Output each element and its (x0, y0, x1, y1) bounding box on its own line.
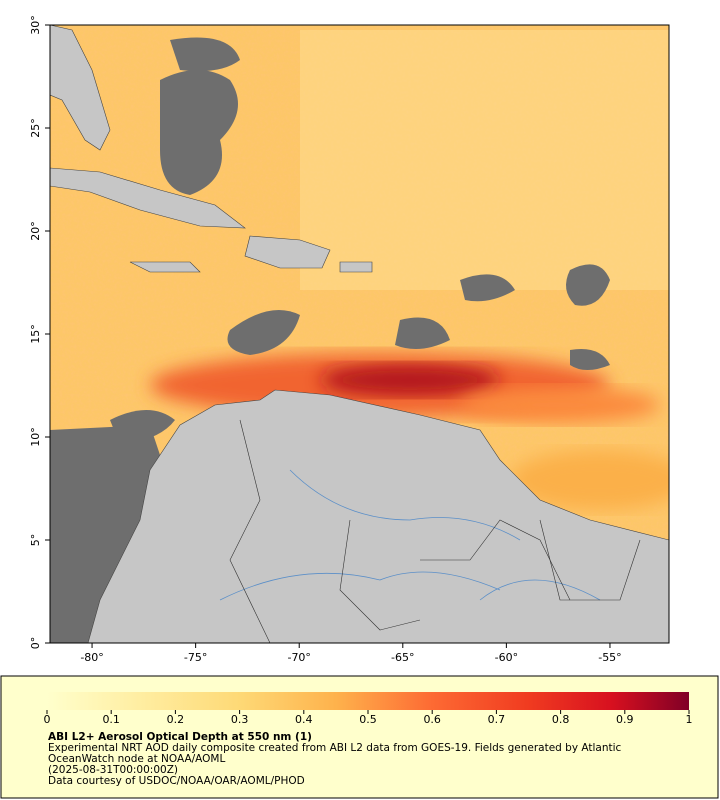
y-tick-label: 5° (29, 534, 42, 547)
colorbar (47, 692, 689, 710)
colorbar-tick-label: 0.3 (231, 713, 249, 726)
colorbar-tick-label: 0.2 (167, 713, 185, 726)
y-tick-label: 10° (29, 427, 42, 447)
colorbar-tick-label: 0.4 (295, 713, 313, 726)
x-tick-label: -60° (495, 651, 518, 664)
colorbar-tick-label: 1 (686, 713, 693, 726)
x-tick-label: -75° (184, 651, 207, 664)
colorbar-tick-label: 0.5 (359, 713, 377, 726)
colorbar-tick-label: 0.1 (102, 713, 120, 726)
caption-description: Experimental NRT AOD daily composite cre… (48, 742, 622, 765)
x-tick-label: -65° (391, 651, 414, 664)
caption-credit: Data courtesy of USDOC/NOAA/OAR/AOML/PHO… (48, 775, 305, 787)
caption-date: (2025-08-31T00:00:00Z) (48, 764, 178, 776)
colorbar-tick-label: 0.6 (423, 713, 441, 726)
map-image (50, 25, 669, 643)
caption: ABI L2+ Aerosol Optical Depth at 550 nm … (48, 732, 688, 787)
colorbar-tick-label: 0.8 (552, 713, 570, 726)
x-tick-label: -55° (598, 651, 621, 664)
y-tick-label: 20° (29, 221, 42, 241)
y-tick-label: 0° (29, 637, 42, 650)
axes: -80° -75° -70° -65° -60° -55° 0° 5° 10° 15° 20° 25°… (29, 15, 622, 664)
colorbar-tick-label: 0.9 (616, 713, 634, 726)
y-tick-label: 30° (29, 15, 42, 35)
colorbar-tick-label: 0.7 (488, 713, 506, 726)
colorbar-ticks: 0 0.1 0.2 0.3 0.4 0.5 0.6 0.7 0.8 0.9 1 (44, 710, 693, 726)
x-tick-label: -70° (287, 651, 310, 664)
x-tick-label: -80° (80, 651, 103, 664)
colorbar-tick-label: 0 (44, 713, 51, 726)
y-tick-label: 25° (29, 118, 42, 138)
caption-title: ABI L2+ Aerosol Optical Depth at 550 nm … (48, 731, 312, 743)
y-tick-label: 15° (29, 324, 42, 344)
